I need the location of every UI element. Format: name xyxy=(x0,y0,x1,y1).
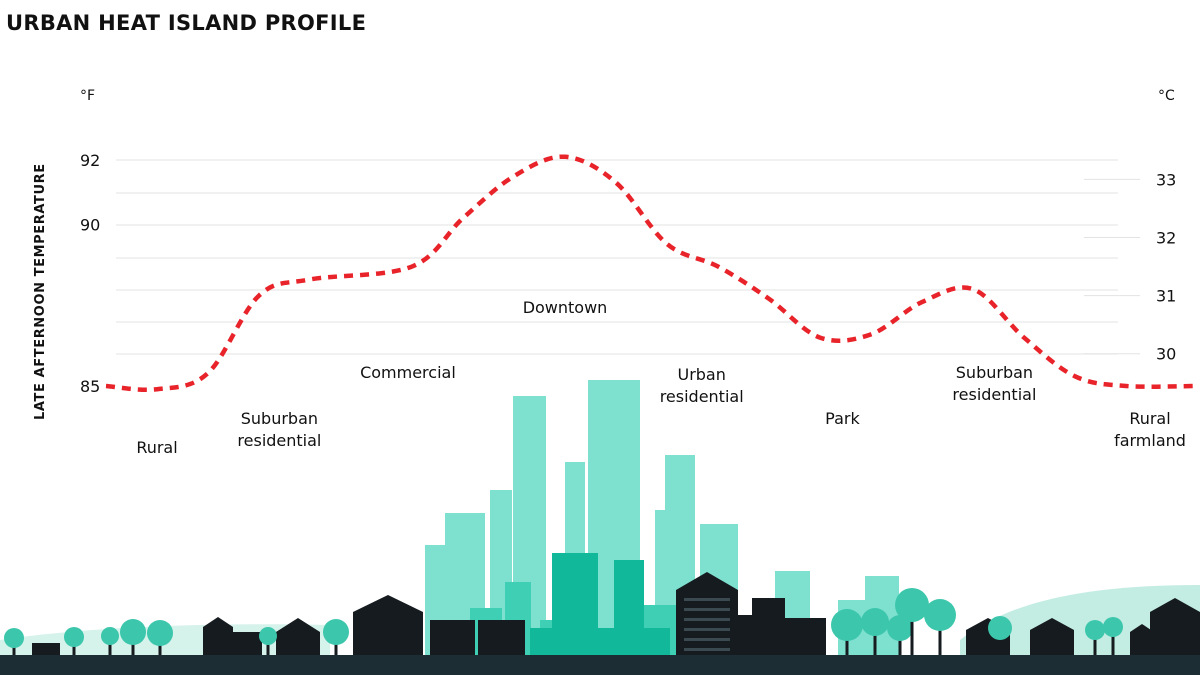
house-building xyxy=(276,618,320,655)
tree xyxy=(323,619,349,645)
tree xyxy=(988,616,1012,640)
tree xyxy=(64,627,84,647)
tree xyxy=(4,628,24,648)
city-skyline-illustration xyxy=(0,380,1200,675)
house-building xyxy=(353,595,423,655)
house-building xyxy=(203,617,262,655)
tree-trunk xyxy=(938,615,942,655)
window-row xyxy=(684,608,730,611)
zone-label: Rural xyxy=(136,438,177,457)
tower-building xyxy=(530,628,670,655)
window-row xyxy=(684,648,730,651)
chart-title: URBAN HEAT ISLAND PROFILE xyxy=(6,11,366,35)
tree-trunk xyxy=(898,628,902,655)
zone-label: Downtown xyxy=(523,298,608,317)
zone-label: Urban xyxy=(677,365,725,384)
tree xyxy=(924,599,956,631)
zone-label: residential xyxy=(237,431,321,450)
house-building xyxy=(738,615,752,655)
tree xyxy=(147,620,173,646)
house-building xyxy=(1130,624,1154,655)
ground-strip xyxy=(0,655,1200,675)
right-tick-label: 31 xyxy=(1156,287,1176,306)
window-row xyxy=(684,628,730,631)
right-tick-label: 33 xyxy=(1156,170,1176,189)
tree xyxy=(1085,620,1105,640)
temperature-line-layer xyxy=(105,154,1198,392)
tree xyxy=(831,609,863,641)
left-tick-label: 85 xyxy=(80,377,100,396)
tree-trunk xyxy=(910,605,914,655)
tree-trunk xyxy=(1111,627,1115,655)
tree-trunk xyxy=(873,622,877,655)
tree xyxy=(1103,617,1123,637)
tree xyxy=(887,615,913,641)
window-row xyxy=(684,618,730,621)
house-building xyxy=(752,598,826,655)
window-row xyxy=(684,638,730,641)
y-axis-label: LATE AFTERNOON TEMPERATURE xyxy=(33,163,48,420)
tree xyxy=(101,627,119,645)
zone-label: Rural xyxy=(1129,409,1170,428)
window-row xyxy=(684,598,730,601)
zone-label: Commercial xyxy=(360,363,456,382)
left-tick-label: 90 xyxy=(80,216,100,235)
tree xyxy=(861,608,889,636)
tree-trunk xyxy=(1093,630,1097,655)
tree-trunk xyxy=(998,628,1002,655)
zone-labels: Rural Suburban residential Commercial Downto… xyxy=(136,298,1186,457)
right-tick-label: 30 xyxy=(1156,345,1176,364)
left-tick-label: 92 xyxy=(80,151,100,170)
house-building xyxy=(1030,618,1074,655)
gridlines xyxy=(116,159,1118,355)
left-unit-label: °F xyxy=(80,88,95,104)
house-building xyxy=(32,643,60,655)
left-axis-ticks: 85 90 92 xyxy=(80,151,100,396)
house-building xyxy=(478,620,525,655)
tree-trunk xyxy=(108,636,112,655)
zone-label: farmland xyxy=(1114,431,1186,450)
right-unit-label: °C xyxy=(1158,88,1175,104)
zone-label: residential xyxy=(660,387,744,406)
house-building xyxy=(676,572,738,655)
right-tick-label: 32 xyxy=(1156,228,1176,247)
right-axis-ticks: 30 31 32 33 xyxy=(1084,170,1176,364)
house-building xyxy=(430,620,475,655)
tree-trunk xyxy=(266,636,270,655)
zone-label: Park xyxy=(825,409,860,428)
tree xyxy=(120,619,146,645)
tree xyxy=(259,627,277,645)
zone-label: Suburban xyxy=(956,363,1033,382)
zone-label: Suburban xyxy=(241,409,318,428)
zone-label: residential xyxy=(952,385,1036,404)
house-building xyxy=(1150,598,1200,655)
temperature-line xyxy=(105,154,1198,392)
tree xyxy=(895,588,929,622)
